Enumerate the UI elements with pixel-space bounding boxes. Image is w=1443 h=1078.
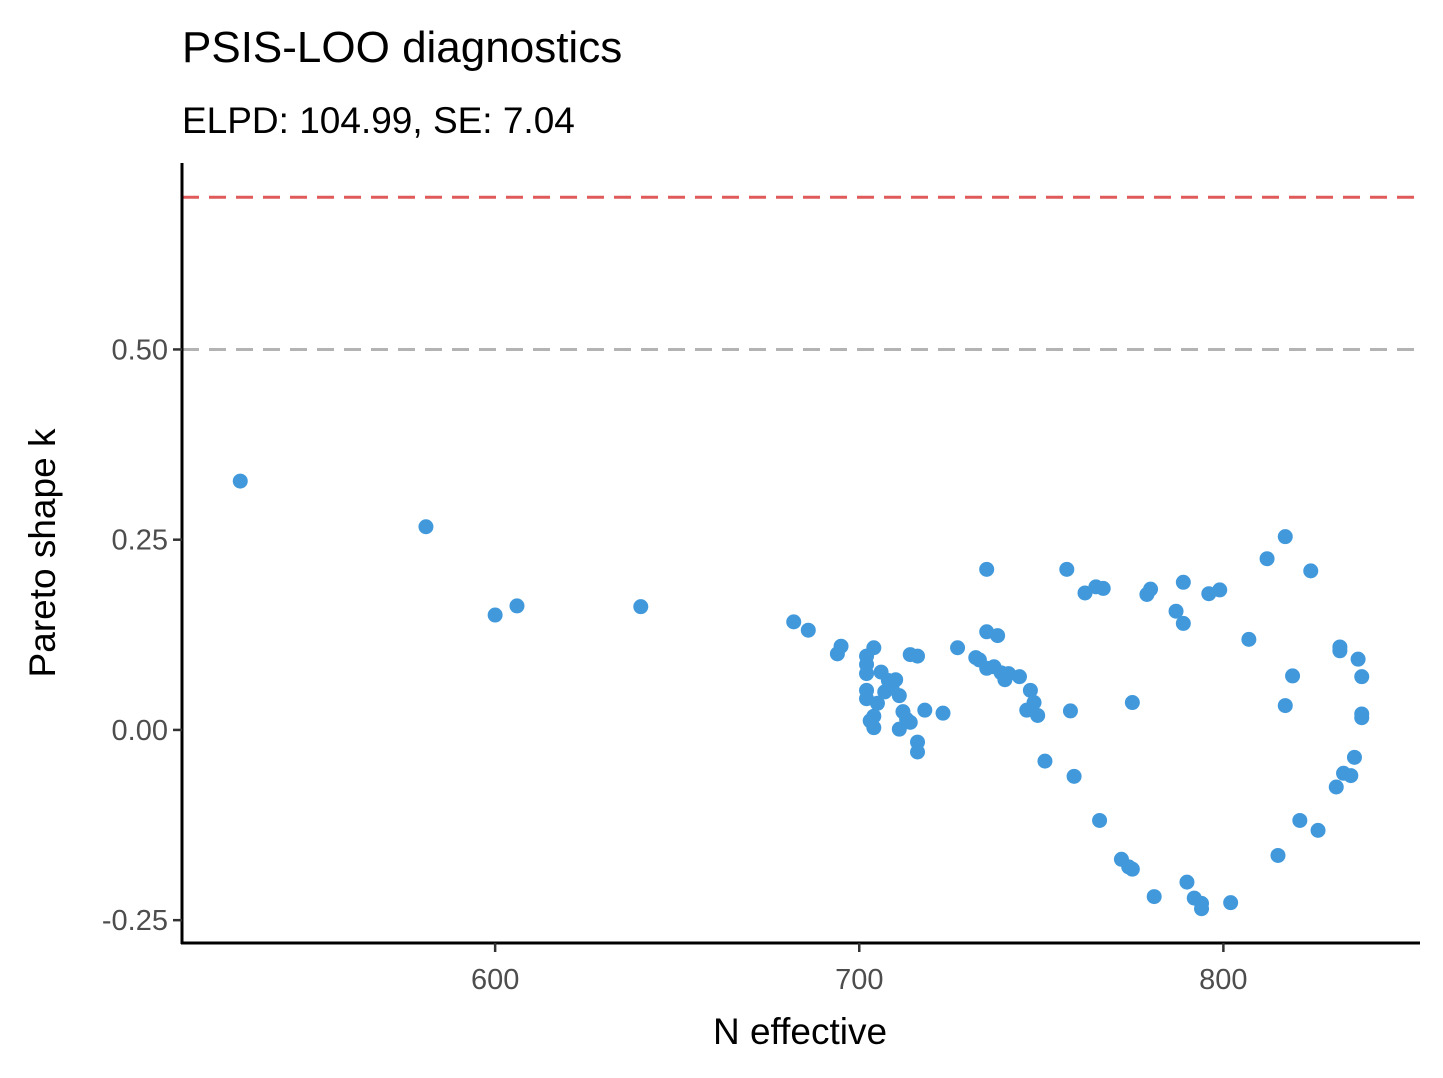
data-point-5: [786, 614, 802, 630]
data-point-62: [1124, 695, 1140, 711]
data-point-68: [1175, 615, 1191, 631]
y-tick-label: 0.25: [112, 525, 168, 557]
data-point-53: [1062, 703, 1078, 719]
x-tick-label: 700: [835, 964, 883, 996]
data-point-55: [1077, 585, 1093, 601]
data-point-67: [1175, 574, 1191, 590]
data-point-24: [891, 688, 907, 704]
data-point-75: [1223, 895, 1239, 911]
data-point-39: [979, 561, 995, 577]
x-tick-label: 600: [471, 964, 519, 996]
data-point-34: [935, 705, 951, 721]
data-point-23: [888, 672, 904, 688]
data-point-85: [1328, 779, 1344, 795]
data-point-33: [917, 702, 933, 718]
chart-subtitle: ELPD: 104.99, SE: 7.04: [182, 100, 575, 141]
data-point-2: [487, 607, 503, 623]
data-point-84: [1310, 822, 1326, 838]
y-tick-label: 0.00: [112, 715, 168, 747]
data-point-58: [1095, 580, 1111, 596]
y-tick-label: 0.50: [112, 334, 168, 366]
data-point-50: [1030, 707, 1046, 723]
x-axis-ticks: 600 700 800: [471, 943, 1248, 996]
data-point-64: [1143, 581, 1159, 597]
data-point-54: [1066, 768, 1082, 784]
data-point-78: [1270, 847, 1286, 863]
data-point-92: [1354, 669, 1370, 685]
data-point-28: [902, 714, 918, 730]
data-point-89: [1343, 768, 1359, 784]
data-point-61: [1124, 861, 1140, 877]
x-tick-label: 800: [1199, 964, 1247, 996]
data-point-76: [1241, 631, 1257, 647]
data-point-72: [1194, 901, 1210, 917]
data-point-35: [950, 640, 966, 656]
data-point-94: [1354, 710, 1370, 726]
data-point-91: [1350, 651, 1366, 667]
data-point-82: [1292, 812, 1308, 828]
y-axis-ticks: -0.25 0.00 0.25 0.50: [102, 334, 182, 937]
data-point-1: [418, 519, 434, 535]
data-point-77: [1259, 551, 1275, 567]
data-point-17: [866, 720, 882, 736]
x-axis-title: N effective: [713, 1011, 887, 1052]
reference-lines: [182, 195, 1420, 351]
data-point-18: [869, 695, 885, 711]
data-point-66: [1168, 603, 1184, 619]
data-point-80: [1277, 698, 1293, 714]
data-point-81: [1285, 668, 1301, 684]
data-point-8: [833, 638, 849, 654]
data-point-52: [1059, 561, 1075, 577]
data-point-46: [1011, 669, 1027, 685]
data-point-49: [1026, 695, 1042, 711]
data-point-0: [232, 473, 248, 489]
data-point-87: [1332, 643, 1348, 659]
data-point-83: [1303, 563, 1319, 579]
data-point-90: [1346, 749, 1362, 765]
chart-title: PSIS-LOO diagnostics: [182, 23, 622, 72]
data-point-69: [1179, 874, 1195, 890]
y-axis-title: Pareto shape k: [22, 428, 63, 677]
data-point-16: [866, 708, 882, 724]
data-point-65: [1146, 889, 1162, 905]
data-point-48: [1022, 682, 1038, 698]
data-point-51: [1037, 753, 1053, 769]
data-point-32: [910, 744, 926, 760]
data-points: [232, 473, 1370, 917]
y-tick-label: -0.25: [102, 905, 168, 937]
data-point-42: [990, 628, 1006, 644]
data-point-4: [633, 599, 649, 615]
data-point-15: [866, 640, 882, 656]
data-point-57: [1092, 812, 1108, 828]
data-point-3: [509, 598, 525, 614]
data-point-79: [1277, 529, 1293, 545]
data-point-30: [910, 648, 926, 664]
data-point-6: [800, 622, 816, 638]
data-point-11: [859, 666, 875, 682]
data-point-74: [1212, 582, 1228, 598]
